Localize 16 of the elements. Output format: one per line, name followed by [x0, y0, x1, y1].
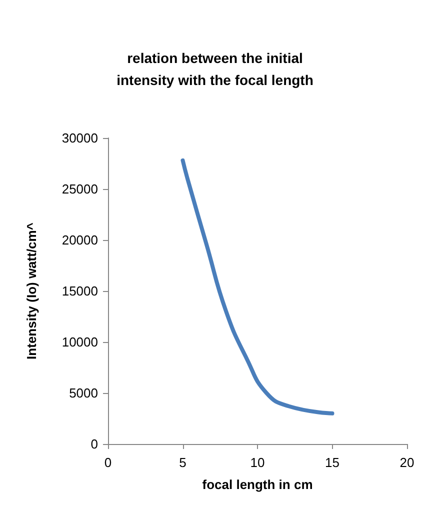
x-tick-label: 10 — [250, 455, 265, 470]
x-tick-label: 15 — [325, 455, 340, 470]
y-tick-label: 25000 — [62, 182, 98, 196]
y-tick-label: 30000 — [62, 130, 98, 146]
x-tick-label: 20 — [400, 455, 414, 470]
y-tick-label: 10000 — [62, 334, 98, 350]
line-series — [180, 158, 334, 416]
x-tick-label: 0 — [104, 455, 112, 470]
y-axis-title: Intensity (Io) watt/cm^ — [24, 222, 39, 360]
x-tick-label: 5 — [179, 455, 186, 470]
y-tick-label: 0 — [90, 436, 98, 452]
y-tick-label: 20000 — [62, 232, 98, 248]
y-tick-label: 5000 — [69, 386, 98, 400]
chart-title: relation between the initial intensity with the focal length — [116, 50, 314, 88]
x-axis-title: focal length in cm — [202, 477, 313, 492]
y-tick-label: 15000 — [62, 284, 98, 298]
